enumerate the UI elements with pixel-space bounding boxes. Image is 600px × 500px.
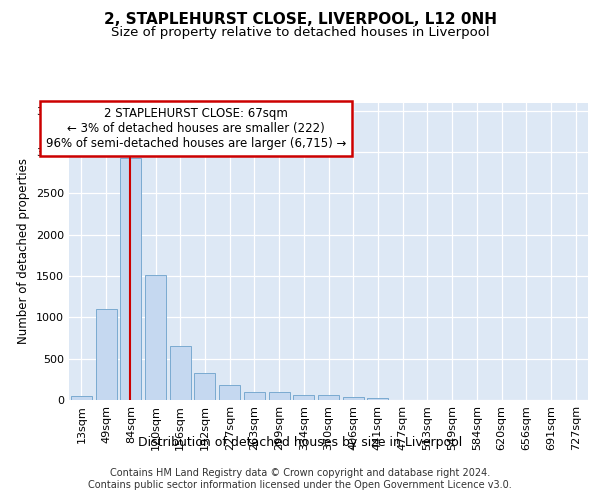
Text: 2 STAPLEHURST CLOSE: 67sqm
← 3% of detached houses are smaller (222)
96% of semi: 2 STAPLEHURST CLOSE: 67sqm ← 3% of detac… (46, 107, 346, 150)
Bar (244, 392, 265, 400)
Bar (170, 346, 191, 400)
Bar (194, 372, 215, 400)
Bar (318, 396, 339, 400)
Text: Contains HM Land Registry data © Crown copyright and database right 2024.: Contains HM Land Registry data © Crown c… (110, 468, 490, 477)
Bar (145, 275, 166, 400)
Bar (269, 392, 290, 400)
Text: Contains public sector information licensed under the Open Government Licence v3: Contains public sector information licen… (88, 480, 512, 490)
Bar (71, 396, 92, 400)
Y-axis label: Number of detached properties: Number of detached properties (17, 158, 31, 344)
Bar (95, 309, 116, 400)
Text: Size of property relative to detached houses in Liverpool: Size of property relative to detached ho… (110, 26, 490, 39)
Bar (293, 396, 314, 400)
Bar (219, 384, 240, 400)
Text: 2, STAPLEHURST CLOSE, LIVERPOOL, L12 0NH: 2, STAPLEHURST CLOSE, LIVERPOOL, L12 0NH (104, 12, 497, 28)
Bar (367, 398, 388, 400)
Bar (343, 397, 364, 400)
Bar (120, 158, 141, 400)
Text: Distribution of detached houses by size in Liverpool: Distribution of detached houses by size … (138, 436, 462, 449)
